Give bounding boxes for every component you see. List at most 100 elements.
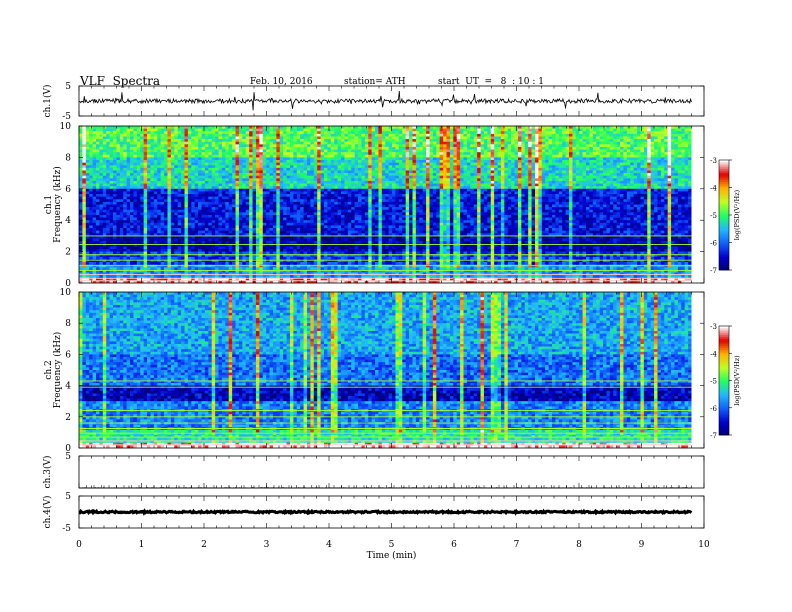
spectrogram-cell — [262, 186, 267, 190]
spectrogram-cell — [436, 194, 440, 197]
spectrogram-cell — [208, 128, 213, 132]
spectrogram-cell — [473, 149, 478, 153]
spectrogram-cell — [378, 183, 383, 187]
spectrogram-cell — [381, 141, 386, 145]
spectrogram-cell — [677, 126, 682, 129]
spectrogram-cell — [242, 188, 247, 192]
spectrogram-cell — [255, 144, 260, 148]
spectrogram-cell — [667, 183, 672, 187]
spectrogram-cell — [378, 144, 383, 148]
spectrogram-cell — [436, 170, 440, 174]
spectrogram-cell — [671, 149, 675, 153]
spectrogram-cell — [347, 141, 352, 145]
spectrogram-cell — [596, 128, 600, 132]
spectrogram-cell — [463, 186, 468, 190]
spectrogram-cell — [463, 196, 468, 200]
spectrogram-cell — [143, 162, 148, 166]
spectrogram-cell — [109, 131, 114, 135]
spectrogram-cell — [289, 141, 294, 145]
spectrogram-cell — [269, 165, 274, 169]
spectrogram-cell — [119, 194, 124, 197]
spectrogram-cell — [599, 152, 604, 156]
spectrogram-cell — [170, 183, 175, 187]
spectrogram-cell — [327, 165, 332, 169]
spectrogram-cell — [276, 149, 281, 153]
spectrogram-cell — [266, 128, 270, 132]
spectrogram-cell — [167, 126, 172, 129]
spectrogram-cell — [218, 196, 223, 200]
spectrogram-cell — [194, 175, 199, 179]
spectrogram-cell — [449, 175, 454, 179]
spectrogram-cell — [320, 196, 325, 200]
spectrogram-cell — [603, 131, 607, 135]
spectrogram-cell — [524, 128, 529, 132]
spectrogram-cell — [548, 146, 553, 150]
spectrogram-cell — [341, 139, 345, 142]
spectrogram-cell — [616, 191, 621, 195]
spectrogram-cell — [671, 162, 675, 166]
spectrogram-cell — [351, 149, 355, 153]
spectrogram-cell — [242, 128, 247, 132]
spectrogram-cell — [402, 165, 406, 169]
spectrogram-cell — [657, 170, 662, 174]
spectrogram-cell — [123, 149, 127, 153]
spectrogram-cell — [170, 194, 175, 197]
spectrogram-cell — [626, 139, 631, 142]
spectrogram-cell — [490, 167, 495, 171]
spectrogram-cell — [102, 196, 107, 200]
spectrogram-cell — [657, 162, 662, 166]
spectrogram-cell — [643, 126, 648, 129]
spectrogram-cell — [296, 128, 301, 132]
spectrogram-cell — [620, 128, 624, 132]
spectrogram-cell — [483, 165, 488, 169]
spectrogram-cell — [432, 136, 437, 140]
spectrogram-cell — [119, 157, 124, 161]
spectrogram-cell — [378, 139, 383, 142]
spectrogram-cell — [317, 173, 321, 177]
spectrogram-cell — [470, 126, 475, 129]
spectrogram-cell — [405, 131, 410, 135]
spectrogram-cell — [582, 194, 587, 197]
spectrogram-cell — [453, 131, 458, 135]
spectrogram-cell — [548, 141, 553, 145]
spectrogram-cell — [89, 175, 93, 179]
spectrogram-cell — [657, 141, 662, 145]
spectrogram-cell — [409, 186, 413, 190]
spectrogram-cell — [674, 146, 679, 150]
spectrogram-cell — [228, 162, 233, 166]
spectrogram-cell — [228, 178, 233, 182]
spectrogram-cell — [415, 186, 420, 190]
spectrogram-cell — [507, 154, 512, 158]
spectrogram-cell — [446, 170, 451, 174]
spectrogram-cell — [490, 162, 495, 166]
spectrogram-cell — [167, 154, 172, 158]
spectrogram-cell — [232, 144, 236, 148]
spectrogram-cell — [238, 133, 243, 137]
spectrogram-cell — [439, 170, 444, 174]
spectrogram-cell — [354, 131, 359, 135]
spectrogram-cell — [667, 131, 672, 135]
spectrogram-cell — [483, 180, 488, 184]
spectrogram-cell — [341, 167, 345, 171]
spectrogram-cell — [538, 180, 543, 184]
spectrogram-cell — [351, 178, 355, 182]
spectrogram-cell — [191, 136, 195, 140]
spectrogram-cell — [218, 178, 223, 182]
spectrogram-cell — [463, 139, 468, 142]
spectrogram-cell — [354, 144, 359, 148]
spectrogram-cell — [626, 162, 631, 166]
spectrogram-cell — [92, 128, 97, 132]
spectrogram-cell — [160, 141, 165, 145]
spectrogram-cell — [269, 144, 274, 148]
spectrogram-cell — [160, 170, 165, 174]
spectrogram-cell — [361, 165, 366, 169]
spectrogram-cell — [211, 162, 216, 166]
spectrogram-cell — [620, 188, 624, 192]
spectrogram-cell — [177, 133, 182, 137]
spectrogram-cell — [140, 131, 144, 135]
spectrogram-cell — [579, 146, 583, 150]
spectrogram-cell — [109, 128, 114, 132]
spectrogram-cell — [483, 131, 488, 135]
spectrogram-cell — [572, 194, 577, 197]
spectrogram-cell — [688, 178, 692, 182]
